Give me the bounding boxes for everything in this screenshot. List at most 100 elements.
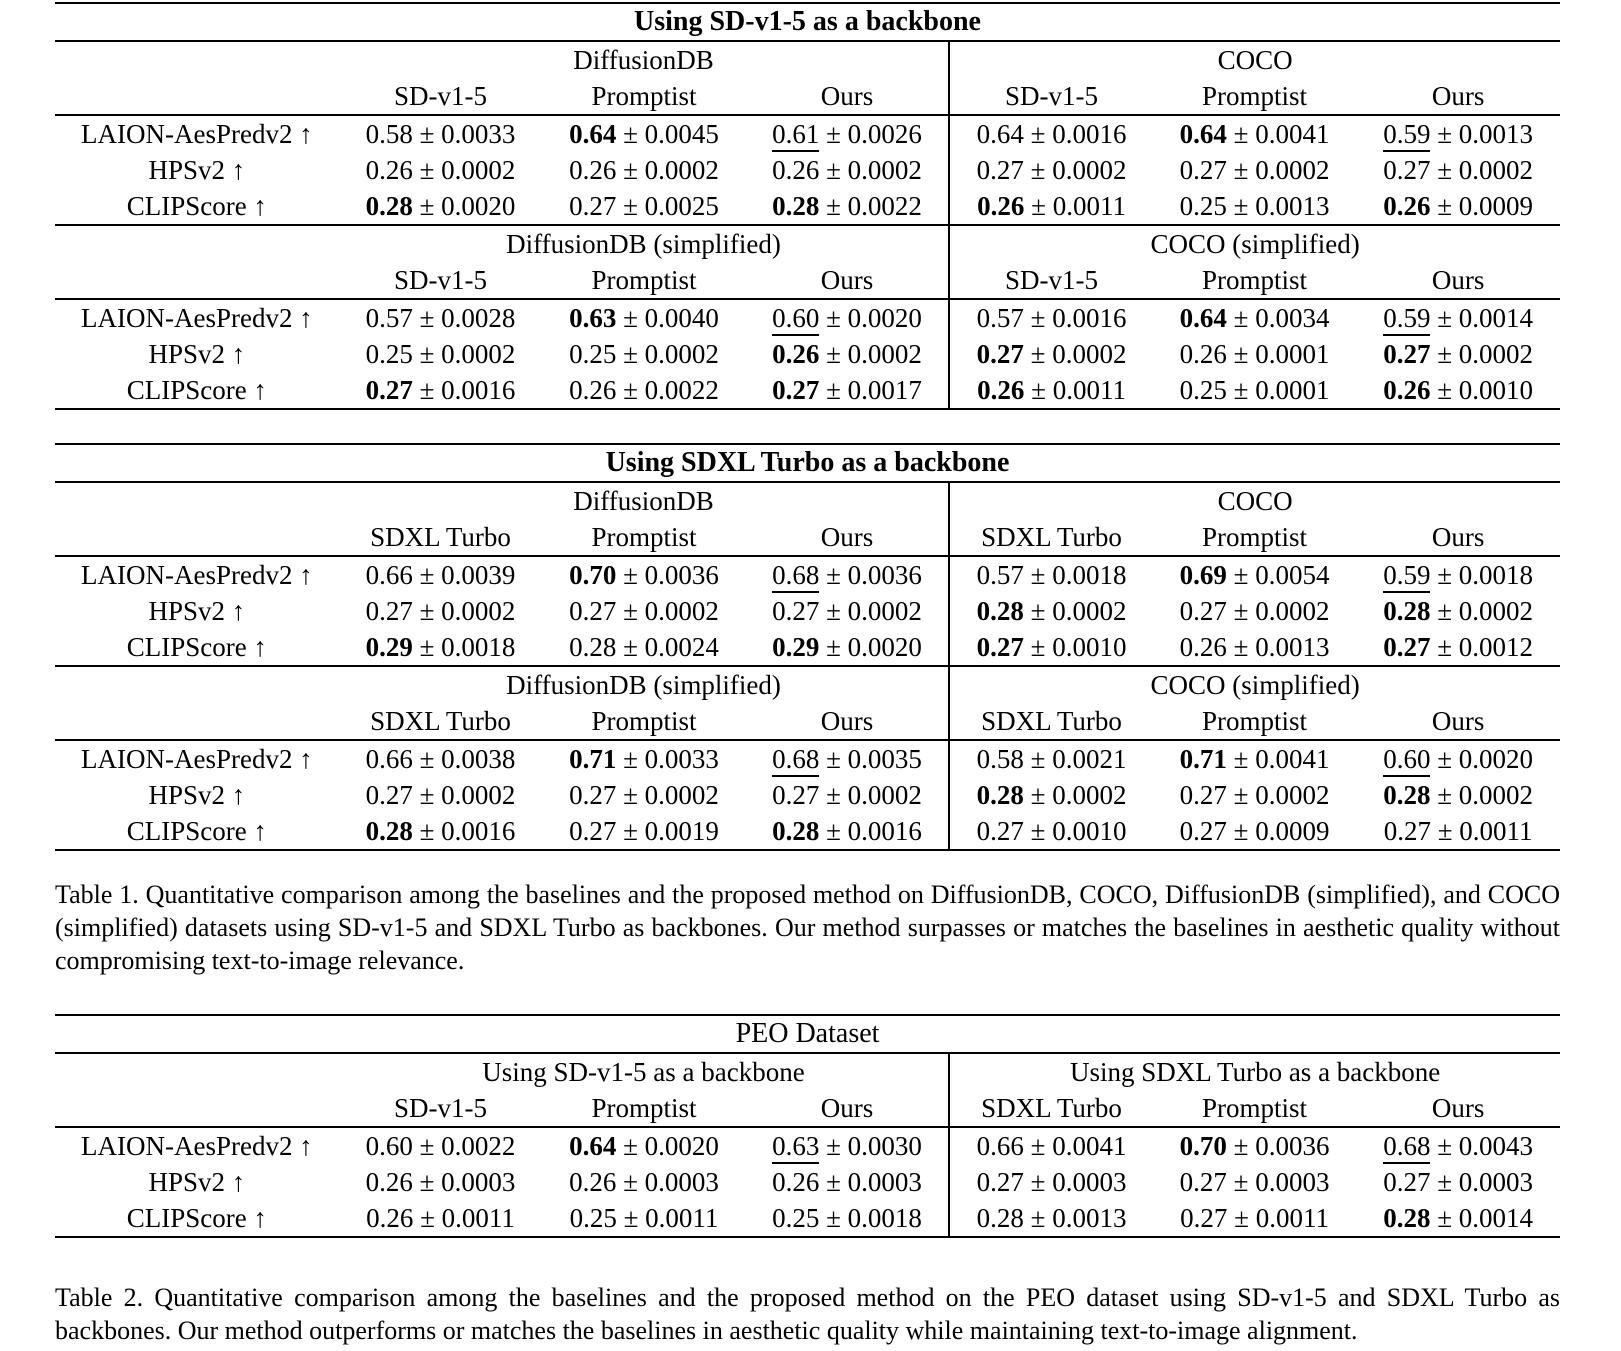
model-header: SDXL Turbo bbox=[338, 703, 543, 741]
value-cell: 0.60 ± 0.0020 bbox=[746, 299, 950, 336]
mean-value: 0.27 bbox=[569, 191, 617, 221]
value-cell: 0.26 ± 0.0002 bbox=[772, 339, 922, 369]
table-1-caption: Table 1. Quantitative comparison among t… bbox=[55, 880, 1560, 975]
value-cell: 0.26 ± 0.0003 bbox=[772, 1167, 922, 1197]
mean-value: 0.27 bbox=[1383, 339, 1431, 369]
mean-value: 0.26 bbox=[365, 1167, 413, 1197]
value-cell: 0.64 ± 0.0045 bbox=[569, 119, 719, 149]
mean-value: 0.64 bbox=[1179, 119, 1227, 149]
mean-value: 0.27 bbox=[365, 375, 413, 405]
value-cell: 0.26 ± 0.0011 bbox=[948, 372, 1153, 410]
mean-value: 0.26 bbox=[569, 1167, 617, 1197]
value-cell: 0.27 ± 0.0009 bbox=[1152, 813, 1357, 851]
mean-value: 0.25 bbox=[1179, 375, 1227, 405]
dataset-header-right: COCO (simplified) bbox=[948, 225, 1560, 262]
value-cell: 0.60 ± 0.0020 bbox=[1356, 740, 1560, 777]
model-header: Ours bbox=[1356, 519, 1560, 557]
value-cell: 0.59 ± 0.0014 bbox=[1356, 299, 1560, 336]
model-header: Promptist bbox=[542, 78, 746, 116]
value-cell: 0.59 ± 0.0013 bbox=[1356, 115, 1560, 152]
empty-corner-cell bbox=[55, 78, 339, 116]
mean-value: 0.26 bbox=[977, 375, 1025, 405]
mean-value: 0.25 bbox=[365, 339, 413, 369]
mean-value: 0.25 bbox=[772, 1203, 820, 1233]
mean-value: 0.58 bbox=[365, 119, 413, 149]
empty-corner-cell bbox=[55, 262, 339, 300]
value-cell: 0.71 ± 0.0041 bbox=[1179, 744, 1330, 774]
value-cell: 0.27 ± 0.0011 bbox=[1152, 1200, 1357, 1238]
mean-value: 0.26 bbox=[772, 155, 820, 185]
empty-corner-cell bbox=[55, 666, 339, 703]
value-cell: 0.29 ± 0.0018 bbox=[338, 629, 543, 667]
value-cell: 0.28 ± 0.0002 bbox=[1383, 780, 1534, 810]
mean-value: 0.64 bbox=[569, 119, 617, 149]
value-cell: 0.27 ± 0.0025 bbox=[542, 188, 746, 226]
value-cell: 0.26 ± 0.0022 bbox=[542, 372, 746, 410]
mean-value: 0.26 bbox=[366, 1203, 414, 1233]
mean-value: 0.28 bbox=[772, 191, 820, 221]
table-title: PEO Dataset bbox=[55, 1015, 1560, 1054]
mean-value: 0.26 bbox=[569, 155, 617, 185]
value-cell: 0.57 ± 0.0016 bbox=[948, 299, 1153, 336]
value-cell: 0.66 ± 0.0039 bbox=[365, 560, 516, 590]
metric-label: HPSv2 ↑ bbox=[148, 780, 246, 810]
table-2-caption: Table 2. Quantitative comparison among t… bbox=[55, 1283, 1560, 1345]
mean-value: 0.27 bbox=[1180, 1203, 1228, 1233]
value-cell: 0.28 ± 0.0016 bbox=[745, 813, 950, 851]
mean-value: 0.25 bbox=[569, 1203, 617, 1233]
value-cell: 0.27 ± 0.0002 bbox=[365, 596, 516, 626]
model-header: SD-v1-5 bbox=[338, 1090, 543, 1128]
model-header: SDXL Turbo bbox=[338, 519, 543, 557]
mean-value: 0.26 bbox=[772, 339, 820, 369]
empty-corner-cell bbox=[55, 1053, 339, 1090]
mean-value: 0.27 bbox=[569, 780, 617, 810]
mean-value: 0.64 bbox=[1179, 303, 1227, 333]
value-cell: 0.70 ± 0.0036 bbox=[1179, 1131, 1330, 1161]
mean-value: 0.27 bbox=[976, 632, 1024, 662]
mean-value: 0.66 bbox=[976, 1131, 1024, 1161]
value-cell: 0.25 ± 0.0002 bbox=[365, 339, 516, 369]
mean-value: 0.27 bbox=[772, 375, 820, 405]
value-cell: 0.27 ± 0.0002 bbox=[365, 780, 516, 810]
mean-value: 0.26 bbox=[1179, 339, 1227, 369]
value-cell: 0.27 ± 0.0010 bbox=[948, 813, 1153, 851]
table-title: Using SDXL Turbo as a backbone bbox=[55, 444, 1560, 483]
value-cell: 0.27 ± 0.0002 bbox=[948, 336, 1153, 372]
value-cell: 0.64 ± 0.0020 bbox=[569, 1131, 719, 1161]
value-cell: 0.26 ± 0.0003 bbox=[365, 1167, 516, 1197]
mean-value: 0.27 bbox=[569, 596, 617, 626]
mean-value: 0.27 bbox=[1179, 816, 1227, 846]
value-cell: 0.27 ± 0.0002 bbox=[948, 152, 1153, 188]
mean-value: 0.60 bbox=[772, 303, 820, 336]
value-cell: 0.27 ± 0.0017 bbox=[745, 372, 950, 410]
empty-corner-cell bbox=[55, 482, 339, 519]
value-cell: 0.27 ± 0.0011 bbox=[1356, 813, 1560, 851]
value-cell: 0.28 ± 0.0002 bbox=[948, 593, 1153, 629]
mean-value: 0.70 bbox=[569, 560, 617, 590]
model-header: SD-v1-5 bbox=[338, 262, 543, 300]
mean-value: 0.29 bbox=[365, 632, 413, 662]
mean-value: 0.26 bbox=[1383, 191, 1431, 221]
value-cell: 0.25 ± 0.0013 bbox=[1152, 188, 1357, 226]
value-cell: 0.26 ± 0.0003 bbox=[569, 1167, 719, 1197]
empty-corner-cell bbox=[55, 703, 339, 741]
value-cell: 0.64 ± 0.0016 bbox=[948, 115, 1153, 152]
model-header: Ours bbox=[745, 78, 950, 116]
value-cell: 0.28 ± 0.0013 bbox=[948, 1200, 1153, 1238]
mean-value: 0.60 bbox=[365, 1131, 413, 1161]
value-cell: 0.25 ± 0.0001 bbox=[1152, 372, 1357, 410]
mean-value: 0.26 bbox=[569, 375, 617, 405]
table-title: Using SD-v1-5 as a backbone bbox=[55, 3, 1560, 42]
value-cell: 0.68 ± 0.0043 bbox=[1356, 1127, 1560, 1164]
model-header: Promptist bbox=[1152, 519, 1357, 557]
table-2-peo-container: PEO Dataset Using SD-v1-5 as a backbone Us… bbox=[55, 1014, 1560, 1238]
model-header: SDXL Turbo bbox=[948, 519, 1153, 557]
value-cell: 0.27 ± 0.0012 bbox=[1356, 629, 1560, 667]
model-header: SD-v1-5 bbox=[948, 78, 1153, 116]
mean-value: 0.68 bbox=[772, 744, 820, 777]
mean-value: 0.27 bbox=[569, 816, 617, 846]
value-cell: 0.26 ± 0.0002 bbox=[365, 155, 516, 185]
mean-value: 0.71 bbox=[569, 744, 617, 774]
value-cell: 0.27 ± 0.0002 bbox=[569, 780, 719, 810]
dataset-header-left: DiffusionDB (simplified) bbox=[506, 229, 781, 259]
